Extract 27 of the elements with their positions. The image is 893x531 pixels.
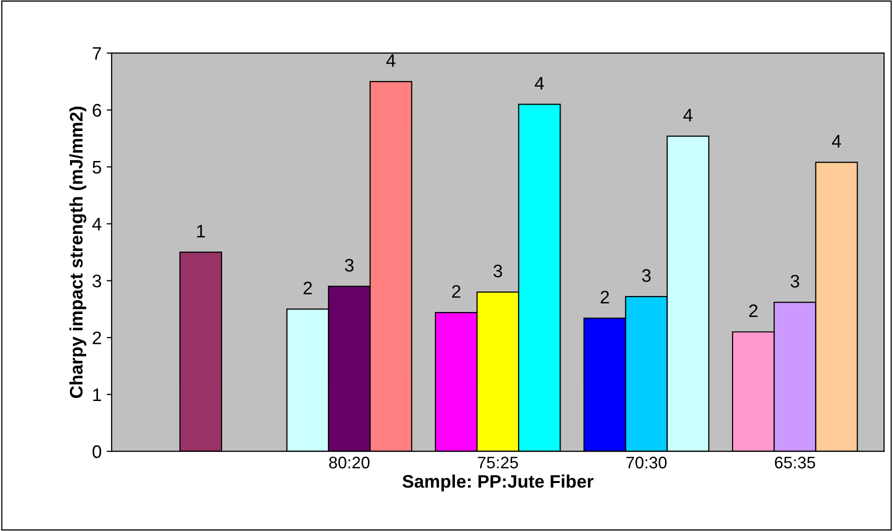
x-tick-label: 75:25 [478, 456, 518, 468]
y-tick-label: 5 [92, 161, 102, 174]
series-label: 2 [452, 285, 460, 298]
text: 3 [790, 274, 800, 288]
text: 4 [832, 135, 842, 148]
y-tick-label: 2 [92, 332, 101, 344]
text: 4 [683, 108, 692, 122]
x-axis-title: Sample: PP:Jute Fiber [402, 474, 594, 492]
y-tick-label: 6 [92, 104, 102, 117]
y-tick-label: 7 [92, 47, 101, 60]
series-label: 1 [197, 224, 205, 238]
x-tick-label: 80:20 [329, 456, 370, 468]
y-axis-title: Charpy impact strength (mJ/mm2) [69, 106, 86, 398]
x-tick-label: 65:35 [774, 456, 816, 468]
text: 2 [304, 282, 312, 294]
y-tick-label: 0 [92, 445, 102, 458]
text: 4 [534, 77, 544, 90]
series-label: 4 [386, 54, 396, 67]
series-label: 3 [344, 258, 354, 272]
x-tick-label: 70:30 [626, 456, 667, 468]
y-tick-label: 1 [93, 388, 102, 401]
text: 2 [749, 304, 758, 318]
text: 2 [600, 290, 609, 304]
y-tick-label: 3 [92, 274, 102, 288]
text: 3 [642, 269, 651, 282]
y-tick-label: 4 [92, 218, 102, 230]
text: 3 [494, 264, 502, 278]
